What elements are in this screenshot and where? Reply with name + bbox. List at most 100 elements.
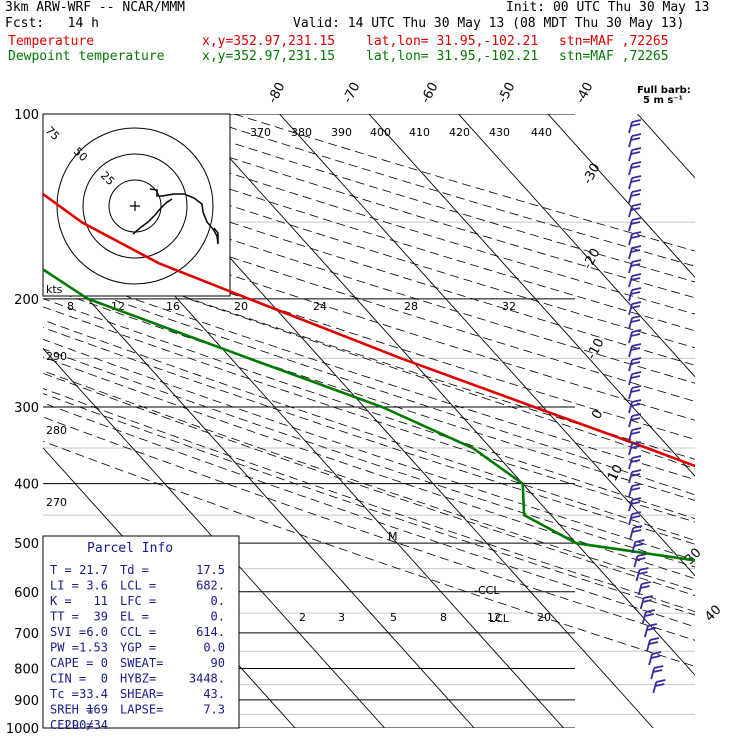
parcel-row-0-label2: Td = [120, 563, 149, 577]
parcel-row-4-value2: 614. [196, 625, 225, 639]
mixing-ratio-low-3: 3 [338, 611, 345, 624]
mixing-ratio-low-20: 20 [537, 611, 551, 624]
theta-tick-380: 380 [291, 126, 312, 139]
wind-barb [629, 525, 643, 540]
mixing-ratio-top-16: 16 [166, 300, 180, 313]
pressure-tick-500: 500 [14, 537, 39, 552]
pressure-tick-100: 100 [14, 108, 39, 123]
parcel-row-8-label2: SHEAR= [120, 687, 163, 701]
isotherm [189, 114, 695, 676]
theta-tick-420: 420 [449, 126, 470, 139]
parcel-row-7-label2: HYBZ= [120, 672, 156, 686]
mixing-ratio-top-20: 20 [234, 300, 248, 313]
parcel-row-10-value1: 290/34 [65, 718, 108, 732]
parcel-row-3-label1: TT = [50, 610, 79, 624]
wind-barb [628, 259, 642, 274]
wind-barb [628, 357, 642, 372]
theta-tick-440: 440 [531, 126, 552, 139]
dry-adiabat [43, 193, 695, 402]
dry-adiabat [43, 440, 695, 667]
right-temp-tick--30: -30 [580, 161, 603, 187]
wind-barb [628, 399, 642, 414]
parcel-row-7-value2: 3448. [189, 672, 225, 686]
dry-adiabat [43, 327, 695, 545]
right-temp-tick-0: 0 [589, 408, 606, 422]
parcel-row-0-value2: 17.5 [196, 563, 225, 577]
parcel-row-6-label1: CAPE = [50, 656, 93, 670]
dry-adiabat [43, 393, 695, 616]
wind-barb [628, 273, 642, 288]
pressure-tick-700: 700 [14, 627, 39, 642]
model-title: 3km ARW-WRF -- NCAR/MMM [5, 0, 186, 15]
temperature-xy: x,y=352.97,231.15 [202, 34, 336, 49]
pressure-tick-200: 200 [14, 293, 39, 308]
theta-tick-430: 430 [489, 126, 510, 139]
moist-adiabat [43, 356, 695, 580]
hodograph: 75 50 25 kts [42, 113, 231, 297]
wind-barb [628, 133, 642, 148]
parcel-row-7-label1: CIN = [50, 672, 86, 686]
wind-barb [628, 371, 642, 386]
parcel-info-box: Parcel Info T = 21.7 Td = 17.5 LI = 3.6 LCL = 6… [42, 535, 240, 732]
isotherm [43, 248, 475, 728]
wind-barb [628, 483, 642, 498]
isotherm [547, 114, 695, 279]
isotherm [279, 114, 695, 577]
wind-barb [628, 203, 642, 218]
parcel-row-3-value2: 0. [211, 610, 225, 624]
moist-adiabat [110, 298, 695, 496]
top-temp-tick--60: -60 [418, 80, 441, 106]
parcel-row-2-label2: LFC = [120, 594, 156, 608]
mixing-ratio-top-32: 32 [502, 300, 516, 313]
theta-tick-370: 370 [250, 126, 271, 139]
top-temp-tick--80: -80 [265, 80, 288, 106]
wind-barb [637, 581, 651, 596]
top-temp-tick--40: -40 [573, 80, 596, 106]
series-line-0 [43, 192, 695, 468]
right-temp-tick-40: 40 [702, 603, 724, 625]
isotherm [458, 114, 695, 378]
dry-adiabat [43, 306, 695, 523]
pressure-tick-1000: 1000 [6, 722, 39, 737]
hodograph-center-marker [130, 201, 140, 211]
wind-barb [628, 315, 642, 330]
hodograph-trace [149, 188, 219, 245]
parcel-row-10-label1: CELL = [50, 718, 93, 732]
theta-left-tick-270: 270 [46, 496, 67, 509]
wind-barb [628, 287, 642, 302]
wind-barb [628, 189, 642, 204]
theta-tick-400: 400 [370, 126, 391, 139]
dry-adiabat [43, 247, 695, 460]
wind-barb [628, 119, 642, 134]
wind-barb [635, 567, 649, 582]
dewpoint-legend: Dewpoint temperature [8, 49, 165, 64]
parcel-row-8-label1: Tc = [50, 687, 79, 701]
top-temp-tick--70: -70 [340, 80, 363, 106]
isotherm [637, 114, 695, 179]
pressure-tick-400: 400 [14, 478, 39, 493]
dry-adiabat [43, 229, 695, 440]
top-temp-tick--50: -50 [495, 80, 518, 106]
parcel-row-2-value1: 11 [94, 594, 108, 608]
forecast-hour: Fcst: 14 h [5, 16, 99, 31]
mixing-ratio-top-24: 24 [313, 300, 327, 313]
mixing-ratio-low-12: 12 [487, 611, 501, 624]
wind-barb [631, 539, 645, 554]
barb-legend-line1: Full barb: [637, 85, 691, 96]
parcel-row-6-value2: 90 [211, 656, 225, 670]
moist-adiabat [43, 298, 695, 520]
parcel-row-1-label2: LCL = [120, 579, 156, 593]
wind-barb [628, 455, 642, 470]
wind-barb [628, 245, 642, 260]
m-marker: M [388, 530, 398, 543]
wind-barb [639, 595, 653, 610]
moist-adiabat [43, 402, 695, 628]
wind-barb [628, 175, 642, 190]
parcel-row-4-value1: 6.0 [86, 625, 108, 639]
parcel-row-7-value1: 0 [101, 672, 108, 686]
wind-barb [628, 217, 642, 232]
lcl-marker: LCL [489, 612, 510, 625]
isotherm [368, 114, 695, 477]
mixing-ratio-low-5: 5 [390, 611, 397, 624]
